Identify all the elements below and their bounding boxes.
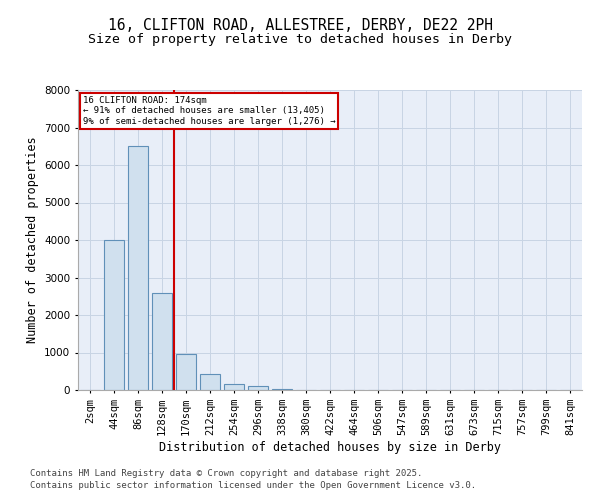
- Bar: [224, 384, 244, 390]
- Text: 16, CLIFTON ROAD, ALLESTREE, DERBY, DE22 2PH: 16, CLIFTON ROAD, ALLESTREE, DERBY, DE22…: [107, 18, 493, 32]
- Bar: [128, 146, 148, 390]
- Bar: [272, 388, 292, 390]
- Bar: [200, 374, 220, 390]
- Bar: [104, 240, 124, 390]
- Text: Contains public sector information licensed under the Open Government Licence v3: Contains public sector information licen…: [30, 481, 476, 490]
- X-axis label: Distribution of detached houses by size in Derby: Distribution of detached houses by size …: [159, 440, 501, 454]
- Bar: [176, 354, 196, 390]
- Text: Size of property relative to detached houses in Derby: Size of property relative to detached ho…: [88, 32, 512, 46]
- Y-axis label: Number of detached properties: Number of detached properties: [26, 136, 38, 344]
- Text: 16 CLIFTON ROAD: 174sqm
← 91% of detached houses are smaller (13,405)
9% of semi: 16 CLIFTON ROAD: 174sqm ← 91% of detache…: [83, 96, 335, 126]
- Bar: [248, 386, 268, 390]
- Bar: [152, 292, 172, 390]
- Text: Contains HM Land Registry data © Crown copyright and database right 2025.: Contains HM Land Registry data © Crown c…: [30, 468, 422, 477]
